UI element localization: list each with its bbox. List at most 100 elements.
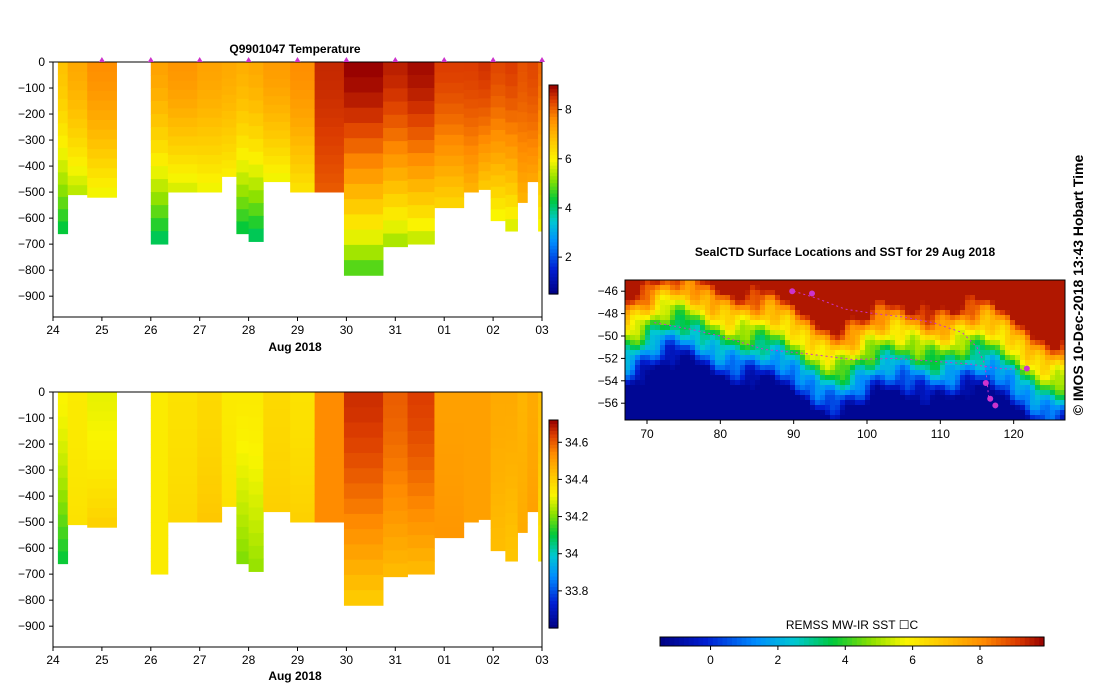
sst-cell xyxy=(945,405,951,411)
profile-cell xyxy=(290,62,316,72)
sst-cell xyxy=(670,290,676,296)
sst-cell xyxy=(935,365,941,371)
sst-cell xyxy=(780,365,786,371)
profile-cell xyxy=(538,98,543,111)
sst-cell xyxy=(805,365,811,371)
profile-cell xyxy=(87,459,117,470)
sst-cell xyxy=(900,385,906,391)
colorbar-swatch xyxy=(549,217,558,222)
sst-cell xyxy=(905,285,911,291)
sst-cell xyxy=(875,355,881,361)
sst-cell xyxy=(1030,385,1036,391)
sst-cell xyxy=(815,395,821,401)
sst-cell xyxy=(780,405,786,411)
x-tick-label: 02 xyxy=(486,653,500,667)
sst-cell xyxy=(765,360,771,366)
sst-cell xyxy=(850,395,856,401)
sst-cell xyxy=(745,390,751,396)
profile-cell xyxy=(87,401,117,412)
sst-cell xyxy=(710,365,716,371)
sst-cell xyxy=(905,390,911,396)
seal-location-point xyxy=(789,288,796,295)
imos-credit-label: © IMOS 10-Dec-2018 13:43 Hobart Time xyxy=(1070,154,1086,415)
sst-cell xyxy=(1055,395,1061,401)
sst-cell xyxy=(880,365,886,371)
sst-cell xyxy=(815,370,821,376)
sst-cell xyxy=(945,380,951,386)
sst-cell xyxy=(1025,290,1031,296)
profile-cell xyxy=(248,151,264,165)
profile-cell xyxy=(67,496,88,507)
sst-cell xyxy=(705,330,711,336)
sst-cell xyxy=(1060,325,1066,331)
x-tick-label: 01 xyxy=(438,323,452,337)
sst-cell xyxy=(705,355,711,361)
colorbar-swatch xyxy=(948,637,954,646)
sst-cell xyxy=(815,285,821,291)
profile-cell xyxy=(87,148,117,160)
salinity-x-axis: 24 25 26 27 28 29 30 31 01 02 03 xyxy=(46,647,549,667)
sst-cell xyxy=(905,315,911,321)
sst-cell xyxy=(1055,285,1061,291)
profile-cell xyxy=(463,99,479,109)
sst-cell xyxy=(1025,315,1031,321)
sst-cell xyxy=(705,385,711,391)
sst-cell xyxy=(960,330,966,336)
sst-cell xyxy=(1010,355,1016,361)
sst-cell xyxy=(750,395,756,401)
sst-cell xyxy=(815,405,821,411)
sst-cell xyxy=(815,380,821,386)
sst-cell xyxy=(765,330,771,336)
sst-cell xyxy=(635,380,641,386)
sst-cell xyxy=(860,365,866,371)
sst-cell xyxy=(805,295,811,301)
sst-cell xyxy=(1010,360,1016,366)
profile-cell xyxy=(434,176,465,188)
sst-cell xyxy=(750,405,756,411)
profile-cell xyxy=(290,419,316,430)
profile-cell xyxy=(478,80,492,90)
profile-cell xyxy=(314,108,345,119)
sst-cell xyxy=(840,340,846,346)
profile-cell xyxy=(197,419,223,430)
colorbar-swatch xyxy=(549,196,558,201)
sst-cell xyxy=(795,335,801,341)
sst-cell xyxy=(1045,410,1051,416)
sst-cell xyxy=(680,345,686,351)
sst-cell xyxy=(810,355,816,361)
sst-cell xyxy=(865,390,871,396)
sst-cell xyxy=(785,375,791,381)
profile-cell xyxy=(87,139,117,150)
sst-cell xyxy=(910,375,916,381)
sst-cell xyxy=(725,385,731,391)
sst-cell xyxy=(785,345,791,351)
sst-cell xyxy=(800,405,806,411)
sst-cell xyxy=(785,415,791,421)
sst-cell xyxy=(935,380,941,386)
profile-cell xyxy=(314,173,345,184)
sst-cell xyxy=(825,290,831,296)
sst-cell xyxy=(645,360,651,366)
sst-cell xyxy=(760,325,766,331)
sst-cell xyxy=(830,345,836,351)
sst-cell xyxy=(790,360,796,366)
sst-cell xyxy=(975,405,981,411)
profile-cell xyxy=(248,481,264,495)
sst-cell xyxy=(675,405,681,411)
sst-cell xyxy=(760,355,766,361)
sst-cell xyxy=(745,280,751,286)
sst-cell xyxy=(655,380,661,386)
sst-cell xyxy=(815,280,821,286)
sst-cell xyxy=(745,295,751,301)
sst-cell xyxy=(725,350,731,356)
sst-cell xyxy=(760,280,766,286)
sst-cell xyxy=(1005,415,1011,421)
profile-cell xyxy=(490,175,506,188)
sst-cell xyxy=(720,385,726,391)
profile-cell xyxy=(248,558,264,572)
colorbar-swatch xyxy=(924,637,930,646)
sst-cell xyxy=(845,400,851,406)
sst-cell xyxy=(715,310,721,316)
profile-cell xyxy=(236,428,249,442)
profile-cell xyxy=(527,121,539,131)
